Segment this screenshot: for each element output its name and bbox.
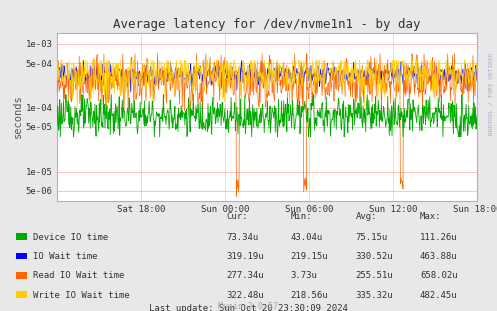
Text: Avg:: Avg: <box>355 212 377 221</box>
Text: 3.73u: 3.73u <box>291 272 318 280</box>
Text: 75.15u: 75.15u <box>355 233 388 242</box>
Text: 322.48u: 322.48u <box>226 291 264 299</box>
Title: Average latency for /dev/nvme1n1 - by day: Average latency for /dev/nvme1n1 - by da… <box>113 18 421 31</box>
Text: Munin 2.0.57: Munin 2.0.57 <box>219 301 278 310</box>
Text: Max:: Max: <box>420 212 441 221</box>
Text: 463.88u: 463.88u <box>420 252 458 261</box>
Text: 73.34u: 73.34u <box>226 233 258 242</box>
Text: 335.32u: 335.32u <box>355 291 393 299</box>
Text: 482.45u: 482.45u <box>420 291 458 299</box>
Text: 658.02u: 658.02u <box>420 272 458 280</box>
Text: Min:: Min: <box>291 212 312 221</box>
Text: RRDTOOL / TOBI OETIKER: RRDTOOL / TOBI OETIKER <box>489 52 494 135</box>
Text: 319.19u: 319.19u <box>226 252 264 261</box>
Text: 218.56u: 218.56u <box>291 291 329 299</box>
Text: Last update: Sun Oct 20 23:30:09 2024: Last update: Sun Oct 20 23:30:09 2024 <box>149 304 348 311</box>
Text: 277.34u: 277.34u <box>226 272 264 280</box>
Text: 111.26u: 111.26u <box>420 233 458 242</box>
Y-axis label: seconds: seconds <box>12 95 23 138</box>
Text: Write IO Wait time: Write IO Wait time <box>33 291 130 299</box>
Text: Device IO time: Device IO time <box>33 233 108 242</box>
Text: 43.04u: 43.04u <box>291 233 323 242</box>
Text: 330.52u: 330.52u <box>355 252 393 261</box>
Text: 219.15u: 219.15u <box>291 252 329 261</box>
Text: Cur:: Cur: <box>226 212 248 221</box>
Text: IO Wait time: IO Wait time <box>33 252 98 261</box>
Text: Read IO Wait time: Read IO Wait time <box>33 272 125 280</box>
Text: 255.51u: 255.51u <box>355 272 393 280</box>
